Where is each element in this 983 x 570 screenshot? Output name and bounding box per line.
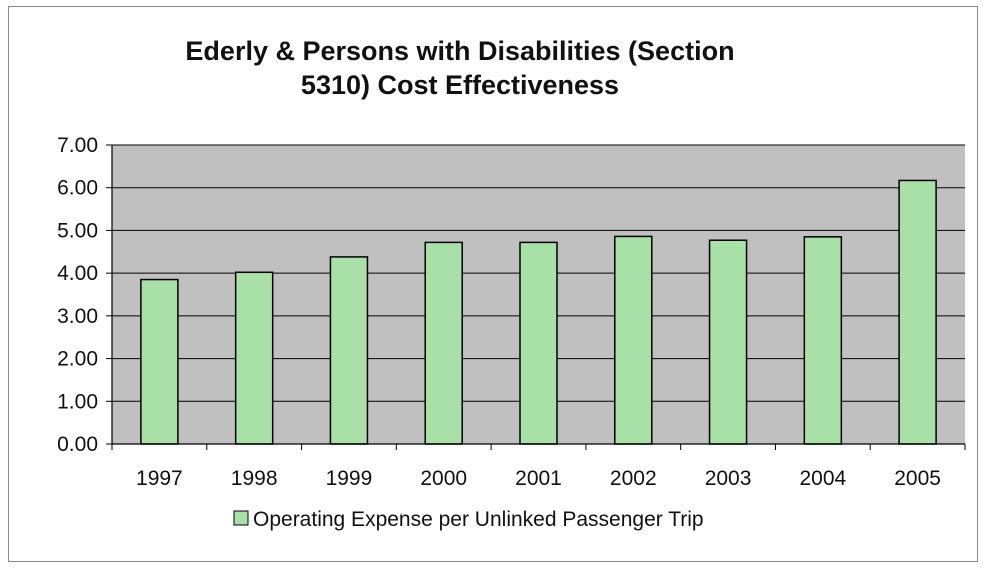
bar-1998	[236, 272, 273, 444]
bar-2002	[615, 236, 652, 444]
chart-title-line-1: Ederly & Persons with Disabilities (Sect…	[185, 36, 734, 66]
legend-label: Operating Expense per Unlinked Passenger…	[253, 508, 704, 531]
bar-2001	[520, 242, 557, 444]
legend: Operating Expense per Unlinked Passenger…	[234, 508, 704, 531]
bar-2005	[899, 180, 936, 444]
x-tick-label: 2001	[515, 467, 562, 490]
x-tick-label: 1997	[136, 467, 183, 490]
y-tick-label: 7.00	[57, 134, 98, 157]
y-tick-label: 3.00	[57, 305, 98, 328]
bar-2004	[804, 237, 841, 444]
x-tick-label: 1999	[326, 467, 373, 490]
bar-2003	[710, 240, 747, 444]
chart-title-line-2: 5310) Cost Effectiveness	[301, 70, 619, 100]
x-tick-label: 1998	[231, 467, 278, 490]
x-tick-labels: 1997 1998 1999 2000 2001 2002 2003 2004 2005	[136, 467, 941, 490]
y-tick-label: 4.00	[57, 262, 98, 285]
y-tick-label: 6.00	[57, 177, 98, 200]
y-tick-label: 5.00	[57, 219, 98, 242]
bar-1999	[330, 257, 367, 444]
x-tick-label: 2003	[705, 467, 752, 490]
x-tick-label: 2000	[420, 467, 467, 490]
legend-swatch	[234, 511, 248, 525]
y-tick-labels: 0.00 1.00 2.00 3.00 4.00 5.00 6.00 7.00	[57, 134, 98, 456]
x-tick-label: 2004	[799, 467, 846, 490]
y-tick-label: 0.00	[57, 433, 98, 456]
bar-2000	[425, 242, 462, 444]
y-tick-label: 1.00	[57, 390, 98, 413]
bar-1997	[141, 280, 178, 444]
x-tick-label: 2005	[894, 467, 941, 490]
y-tick-label: 2.00	[57, 348, 98, 371]
x-tick-label: 2002	[610, 467, 657, 490]
